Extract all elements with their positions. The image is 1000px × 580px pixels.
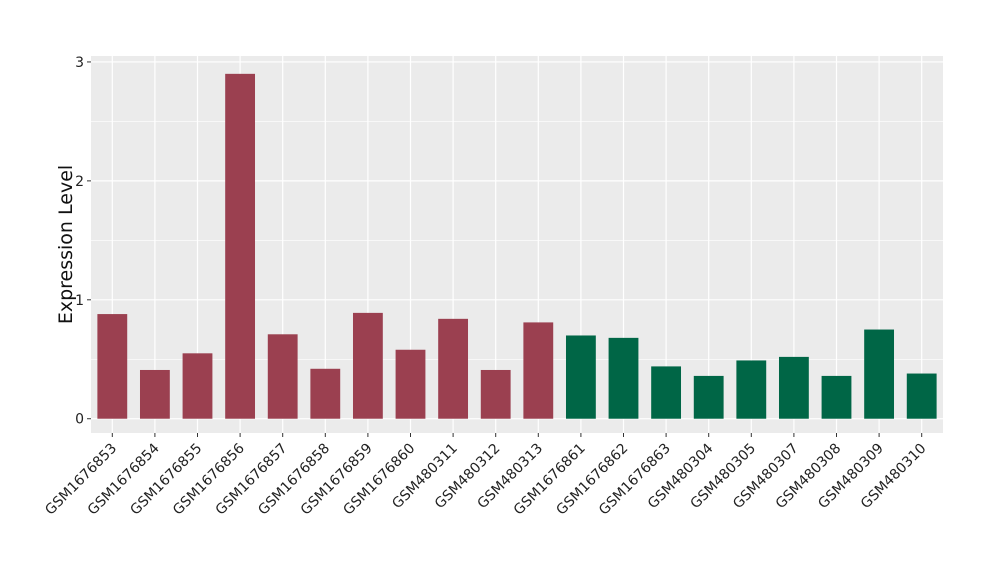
bar-GSM480309	[864, 329, 895, 419]
bar-GSM1676861	[565, 335, 596, 419]
y-tick-label: 0	[75, 412, 84, 428]
y-axis-title: Expression Level	[55, 165, 77, 324]
bar-GSM1676862	[608, 337, 639, 419]
bar-GSM1676859	[352, 312, 383, 419]
bar-GSM1676854	[139, 369, 170, 419]
plot-panel	[91, 56, 943, 433]
y-tick-label: 2	[75, 174, 84, 190]
x-axis: GSM1676853GSM1676854GSM1676855GSM1676856…	[42, 433, 930, 519]
bar-GSM480313	[523, 322, 554, 419]
bar-GSM480304	[693, 375, 724, 419]
y-tick-label: 1	[75, 293, 84, 309]
bars	[97, 73, 937, 419]
bar-GSM1676858	[310, 368, 341, 419]
y-tick-label: 3	[75, 55, 84, 71]
bar-GSM480311	[438, 318, 469, 419]
bar-GSM1676853	[97, 314, 128, 419]
bar-GSM1676856	[225, 73, 256, 419]
bar-GSM1676863	[651, 366, 682, 419]
bar-GSM480305	[736, 360, 767, 419]
bar-GSM1676857	[267, 334, 298, 419]
bar-GSM1676855	[182, 353, 213, 419]
bar-GSM480308	[821, 375, 852, 419]
bar-GSM480307	[778, 356, 809, 419]
x-tick-label: GSM1676853	[42, 441, 120, 519]
y-axis: 0 1 2 3	[75, 55, 91, 428]
bar-GSM480310	[906, 373, 937, 419]
bar-GSM480312	[480, 369, 511, 419]
bar-GSM1676860	[395, 349, 426, 419]
